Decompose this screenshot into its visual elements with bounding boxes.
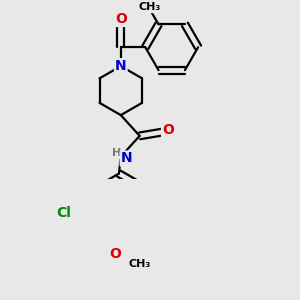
Text: Cl: Cl [57,206,71,220]
Text: CH₃: CH₃ [128,259,151,269]
Text: O: O [162,123,174,137]
Text: N: N [115,59,127,73]
Text: CH₃: CH₃ [139,2,161,12]
Text: H: H [112,148,122,158]
Text: O: O [109,247,121,261]
Text: O: O [115,12,127,26]
Text: N: N [121,152,132,166]
